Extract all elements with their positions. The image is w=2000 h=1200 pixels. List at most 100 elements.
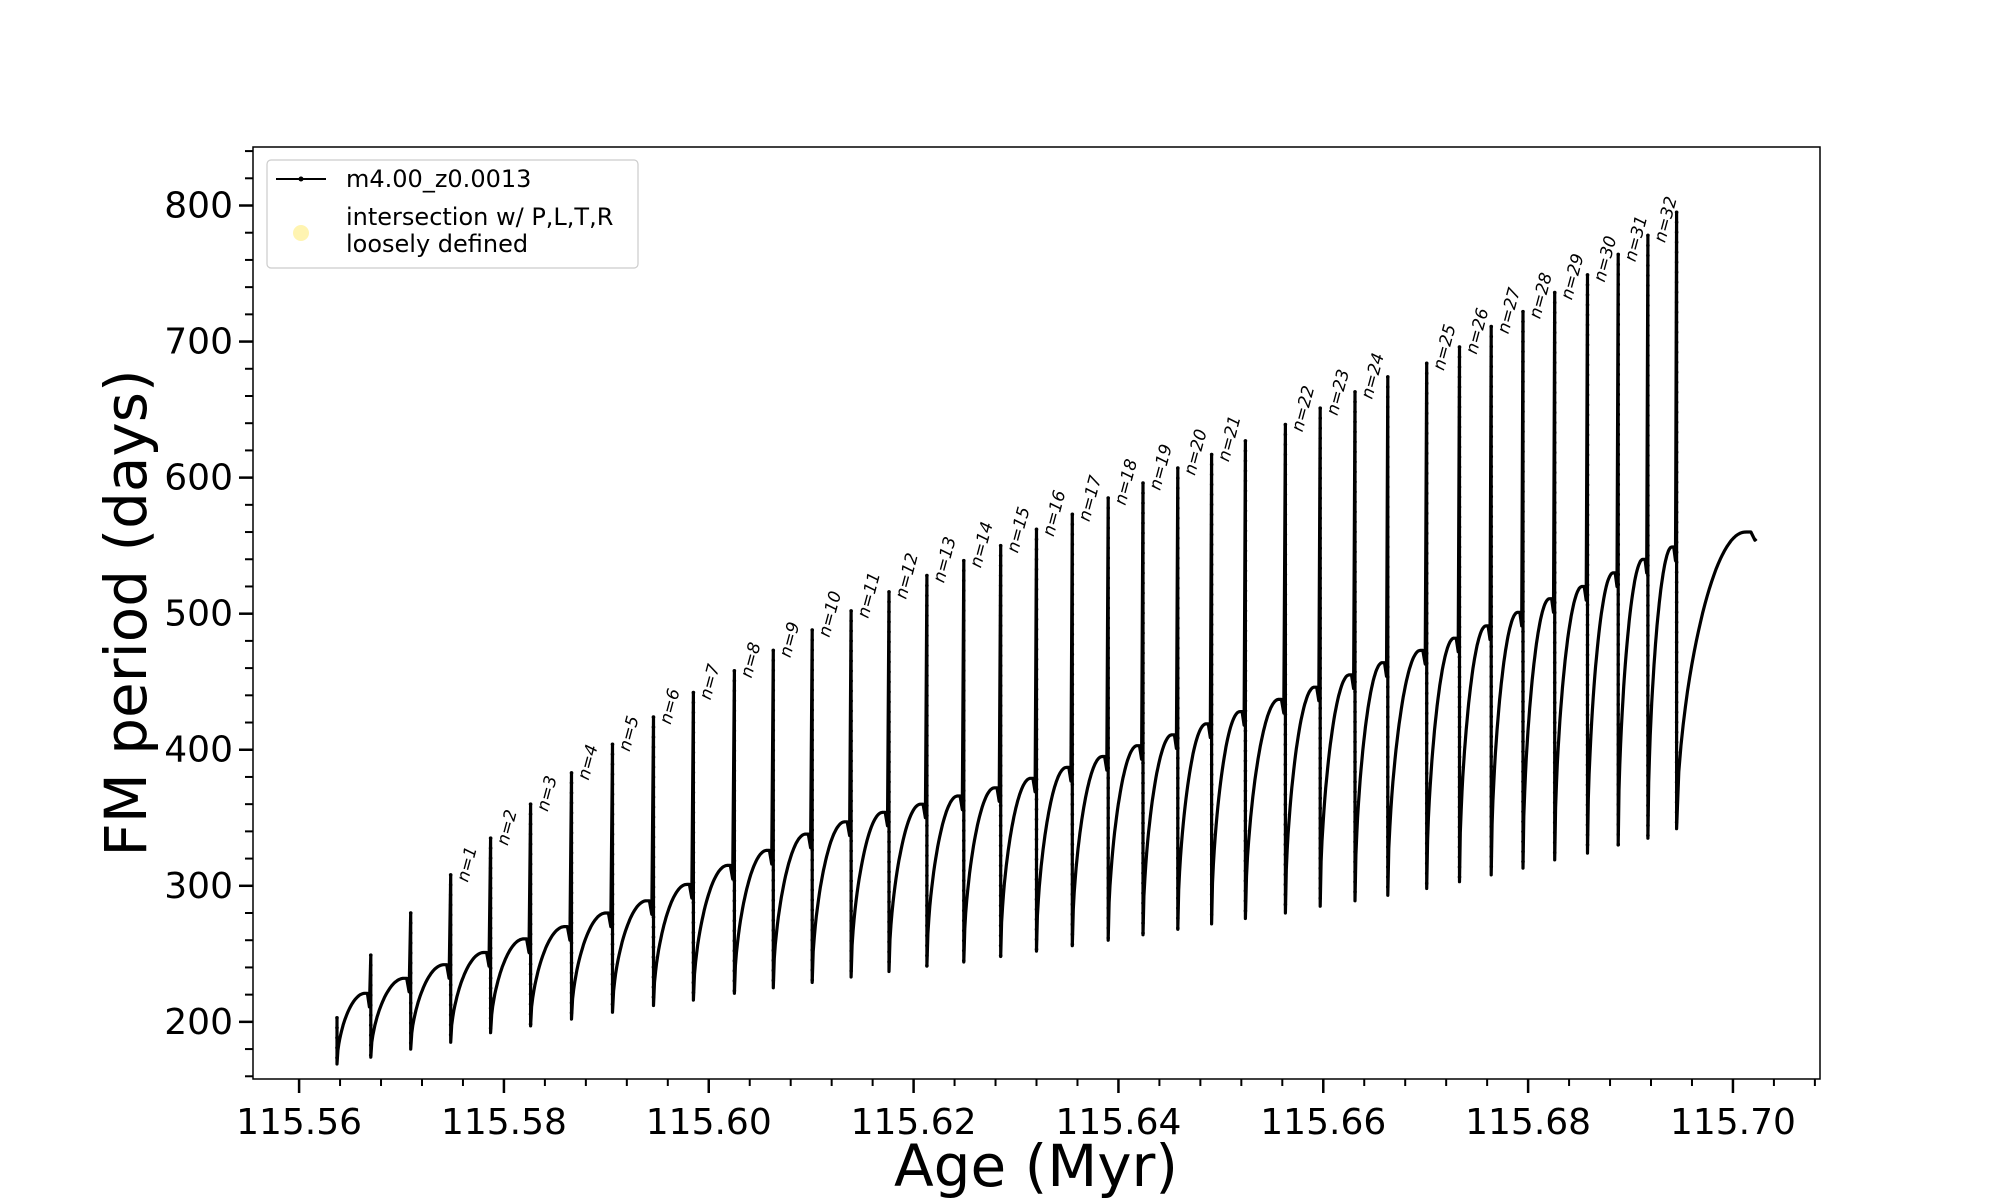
series-point [1424, 381, 1429, 386]
series-point [1141, 631, 1145, 635]
series-point [651, 955, 656, 959]
series-point [1489, 444, 1494, 449]
series-point [887, 760, 891, 764]
y-tick-label: 500 [164, 594, 233, 635]
series-point [1209, 662, 1214, 667]
series-point [1176, 466, 1180, 470]
series-point [771, 738, 776, 743]
series-point [1674, 370, 1679, 375]
series-point [1424, 501, 1429, 506]
series-point [488, 876, 493, 880]
series-point [1176, 566, 1180, 570]
series-point [998, 813, 1003, 818]
series-point [1070, 742, 1075, 747]
series-point [1552, 450, 1557, 455]
series-point [771, 768, 776, 773]
series-point [610, 1002, 615, 1007]
series-point [448, 963, 453, 967]
series-point [961, 778, 966, 783]
series-point [1353, 470, 1357, 474]
series-point [1209, 592, 1214, 597]
series-point [810, 878, 815, 882]
series-point [1521, 349, 1525, 354]
series-point [1616, 592, 1621, 597]
series-point [1424, 641, 1429, 646]
series-point [1424, 631, 1429, 636]
series-point [1353, 530, 1357, 534]
series-point [1385, 815, 1390, 819]
series-point [1646, 413, 1650, 418]
series-point [1176, 876, 1180, 880]
series-point [1457, 515, 1462, 519]
series-point [1353, 440, 1357, 444]
series-point [1552, 570, 1557, 575]
series-point [1585, 443, 1590, 447]
series-point [961, 818, 966, 823]
series-point [1674, 780, 1679, 785]
series-point [1176, 646, 1180, 650]
series-point [1674, 400, 1679, 405]
series-point [610, 922, 615, 927]
series-point [1457, 715, 1462, 719]
series-point [1318, 506, 1322, 511]
series-point [368, 1033, 373, 1037]
series-point [998, 683, 1003, 688]
series-point [1034, 617, 1039, 622]
series-point [1283, 642, 1288, 647]
series-point [691, 710, 696, 715]
series-point [651, 815, 656, 819]
series-point [488, 886, 493, 890]
series-point [1646, 233, 1650, 238]
series-point [691, 820, 696, 825]
series-point [998, 773, 1003, 778]
series-point [528, 922, 533, 926]
series-point [887, 850, 891, 854]
series-point [1353, 850, 1357, 854]
series-point [1585, 763, 1590, 767]
series-point [1243, 719, 1248, 723]
series-point [1585, 753, 1590, 757]
series-point [1034, 897, 1039, 902]
series-point [1070, 692, 1075, 697]
series-point [1521, 469, 1525, 474]
series-point [1209, 832, 1214, 837]
series-point [849, 719, 853, 723]
series-point [1209, 702, 1214, 707]
series-point [1141, 871, 1145, 875]
series-point [887, 960, 891, 964]
series-point [1674, 290, 1679, 295]
series-point [887, 740, 891, 744]
series-point [1552, 770, 1557, 775]
series-point [1424, 481, 1429, 486]
series-point [1243, 819, 1248, 823]
series-point [1585, 343, 1590, 347]
series-point [1209, 602, 1214, 607]
series-point [887, 780, 891, 784]
series-point [1616, 782, 1621, 787]
series-point [1106, 506, 1110, 510]
series-point [1521, 429, 1525, 434]
series-point [488, 936, 493, 940]
series-point [368, 1053, 373, 1057]
series-point [1353, 710, 1357, 714]
series-point [1489, 644, 1494, 649]
series-point [1353, 800, 1357, 804]
series-point [1674, 700, 1679, 705]
series-point [1353, 750, 1357, 754]
series-point [610, 992, 615, 997]
series-point [1585, 573, 1590, 577]
series-point [1646, 313, 1650, 318]
series-point [1176, 676, 1180, 680]
series-point [691, 940, 696, 945]
series-point [1141, 691, 1145, 695]
series-point [998, 713, 1003, 718]
series-point [1457, 405, 1462, 409]
series-point [1353, 600, 1357, 604]
series-point [887, 820, 891, 824]
series-point [1353, 620, 1357, 624]
series-point [1585, 773, 1590, 777]
series-point [1283, 602, 1288, 607]
series-point [1552, 780, 1557, 785]
series-point [1489, 864, 1494, 869]
series-point [1616, 402, 1621, 407]
